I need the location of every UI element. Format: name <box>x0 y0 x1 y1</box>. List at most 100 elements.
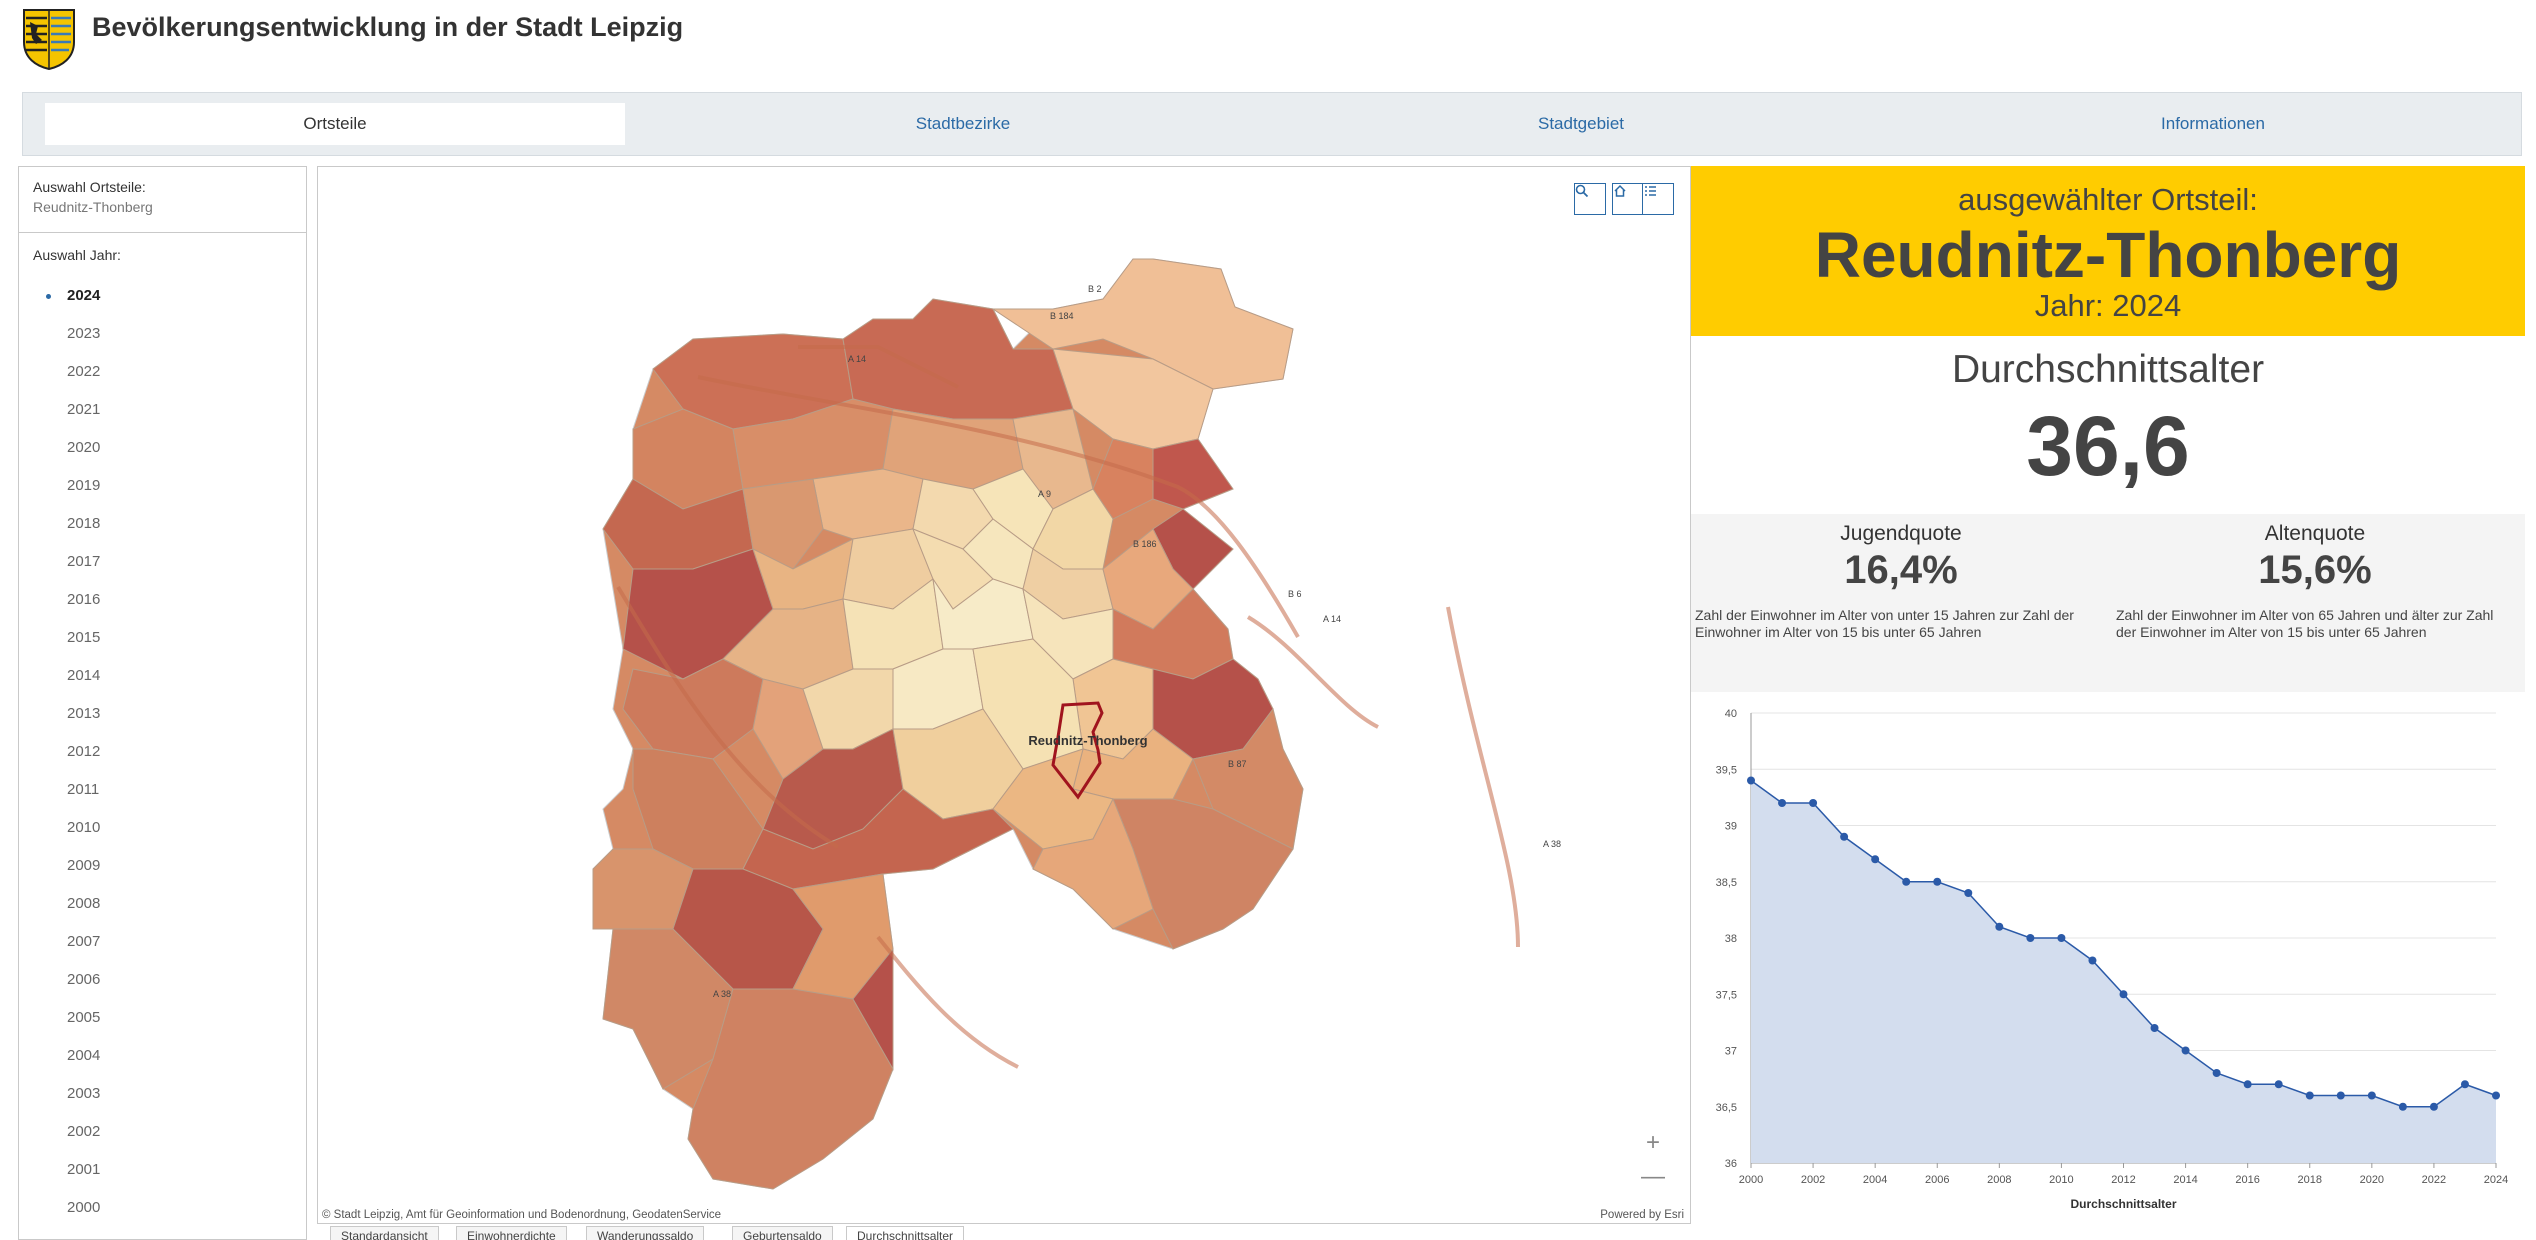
year-option-2012[interactable]: 2012 <box>19 733 306 771</box>
metric-label: Durchschnittsalter <box>1951 348 2265 391</box>
year-option-label: 2024 <box>67 287 101 304</box>
tab-stadtbezirke[interactable]: Stadtbezirke <box>915 114 1011 133</box>
district-layer <box>592 258 1304 1190</box>
x-tick-label: 2014 <box>2173 1174 2197 1186</box>
year-option-2022[interactable]: 2022 <box>19 353 306 391</box>
year-option-2014[interactable]: 2014 <box>19 657 306 695</box>
year-option-2004[interactable]: 2004 <box>19 1037 306 1075</box>
year-option-2002[interactable]: 2002 <box>19 1113 306 1151</box>
year-option-2010[interactable]: 2010 <box>19 809 306 847</box>
map-search-button[interactable] <box>1574 183 1606 215</box>
road-label: A 38 <box>1543 839 1561 849</box>
map-view[interactable]: B 184 B 2 A 14 B 6 B 87 A 9 A 38 B 186 A… <box>317 166 1691 1224</box>
tab-stadtgebiet[interactable]: Stadtgebiet <box>1537 114 1624 133</box>
x-tick-label: 2018 <box>2298 1174 2322 1186</box>
map-attribution: © Stadt Leipzig, Amt für Geoinformation … <box>322 1209 722 1221</box>
year-option-2017[interactable]: 2017 <box>19 543 306 581</box>
layer-tab-einwohnerdichte[interactable]: Einwohnerdichte <box>456 1226 567 1240</box>
year-option-label: 2007 <box>67 933 101 950</box>
road-label: B 2 <box>1088 284 1102 294</box>
x-tick-label: 2024 <box>2484 1174 2508 1186</box>
app-title: Bevölkerungsentwicklung in der Stadt Lei… <box>92 12 684 42</box>
year-list: 2024 2023 2022 2021 2020 2019 2018 2017 2016 2015… <box>19 269 306 1227</box>
year-option-2013[interactable]: 2013 <box>19 695 306 733</box>
year-option-2020[interactable]: 2020 <box>19 429 306 467</box>
data-point <box>2367 1091 2376 1100</box>
road-label: A 9 <box>1038 489 1051 499</box>
year-option-label: 2020 <box>67 439 101 456</box>
year-option-label: 2005 <box>67 1009 101 1026</box>
data-point <box>2274 1080 2283 1089</box>
layer-tab-geburtensaldo[interactable]: Geburtensaldo <box>732 1226 833 1240</box>
layer-tab-standardansicht[interactable]: Standardansicht <box>330 1226 439 1240</box>
year-option-label: 2012 <box>67 743 101 760</box>
jugendquote-value: 16,4% <box>1844 548 1958 592</box>
tab-ortsteile[interactable]: Ortsteile <box>45 103 625 145</box>
data-point <box>1747 776 1755 785</box>
y-tick-label: 37,5 <box>1716 989 1737 1001</box>
year-option-label: 2013 <box>67 705 101 722</box>
data-point <box>2243 1080 2252 1089</box>
banner-ortsteil-name: Reudnitz-Thonberg <box>1814 219 2402 291</box>
data-point <box>2119 990 2128 999</box>
selected-ortsteil-banner: ausgewählter Ortsteil: Reudnitz-Thonberg… <box>1691 166 2525 336</box>
powered-by-esri[interactable]: Powered by Esri <box>1600 1209 1684 1221</box>
year-option-label: 2010 <box>67 819 101 836</box>
year-option-2005[interactable]: 2005 <box>19 999 306 1037</box>
data-point <box>1809 799 1818 807</box>
data-point <box>1902 877 1911 886</box>
road-label: B 186 <box>1133 539 1157 549</box>
y-tick-label: 40 <box>1725 708 1737 720</box>
data-point <box>2429 1102 2438 1111</box>
year-option-2001[interactable]: 2001 <box>19 1151 306 1189</box>
year-option-label: 2003 <box>67 1085 101 1102</box>
x-tick-label: 2006 <box>1925 1174 1949 1186</box>
y-tick-label: 39 <box>1725 821 1737 833</box>
selected-ortsteil-outline <box>1051 701 1104 800</box>
year-option-2000[interactable]: 2000 <box>19 1189 306 1227</box>
year-option-2003[interactable]: 2003 <box>19 1075 306 1113</box>
year-option-2009[interactable]: 2009 <box>19 847 306 885</box>
map-legend-button[interactable] <box>1642 183 1674 215</box>
year-option-2006[interactable]: 2006 <box>19 961 306 999</box>
year-option-2016[interactable]: 2016 <box>19 581 306 619</box>
zoom-out-button[interactable]: — <box>1641 1163 1665 1190</box>
year-option-2018[interactable]: 2018 <box>19 505 306 543</box>
year-option-2021[interactable]: 2021 <box>19 391 306 429</box>
year-option-2019[interactable]: 2019 <box>19 467 306 505</box>
year-option-2008[interactable]: 2008 <box>19 885 306 923</box>
ortsteil-selection-label: Auswahl Ortsteile: <box>33 179 146 195</box>
year-option-2015[interactable]: 2015 <box>19 619 306 657</box>
data-point <box>1933 877 1942 886</box>
layer-tab-durchschnittsalter[interactable]: Durchschnittsalter <box>846 1226 965 1240</box>
tab-bar: Ortsteile Stadtbezirke Stadtgebiet Infor… <box>22 92 2522 156</box>
ortsteil-selection[interactable]: Auswahl Ortsteile: Reudnitz-Thonberg <box>19 167 306 233</box>
year-option-label: 2015 <box>67 629 101 646</box>
year-option-2007[interactable]: 2007 <box>19 923 306 961</box>
layer-tab-wanderungssaldo[interactable]: Wanderungssaldo <box>586 1226 705 1240</box>
legend-icon <box>1645 186 1656 196</box>
x-tick-label: 2020 <box>2360 1174 2384 1186</box>
data-point <box>2026 934 2035 942</box>
zoom-in-button[interactable]: + <box>1645 1129 1660 1156</box>
year-option-2011[interactable]: 2011 <box>19 771 306 809</box>
map-canvas[interactable]: B 184 B 2 A 14 B 6 B 87 A 9 A 38 B 186 A… <box>318 167 1691 1224</box>
year-option-2023[interactable]: 2023 <box>19 315 306 353</box>
data-point <box>1778 799 1787 807</box>
data-point <box>2212 1069 2221 1077</box>
map-home-button[interactable] <box>1612 183 1644 215</box>
road-label: A 38 <box>713 989 731 999</box>
year-option-label: 2002 <box>67 1123 101 1140</box>
x-tick-label: 2016 <box>2235 1174 2259 1186</box>
age-trend-chart: 36 36,5 37 37,5 38 38,5 39 39,5 40 2000 2002 2004 20… <box>1716 708 2509 1211</box>
year-option-label: 2000 <box>67 1199 101 1216</box>
quota-box: Jugendquote 16,4% Zahl der Einwohner im … <box>1691 514 2525 692</box>
year-option-label: 2017 <box>67 553 101 570</box>
x-axis-title: Durchschnittsalter <box>2070 1197 2176 1211</box>
x-tick-label: 2008 <box>1987 1174 2011 1186</box>
year-option-2024[interactable]: 2024 <box>19 277 306 315</box>
year-option-label: 2001 <box>67 1161 101 1178</box>
tab-informationen[interactable]: Informationen <box>2161 114 2265 133</box>
data-point <box>2398 1102 2407 1111</box>
